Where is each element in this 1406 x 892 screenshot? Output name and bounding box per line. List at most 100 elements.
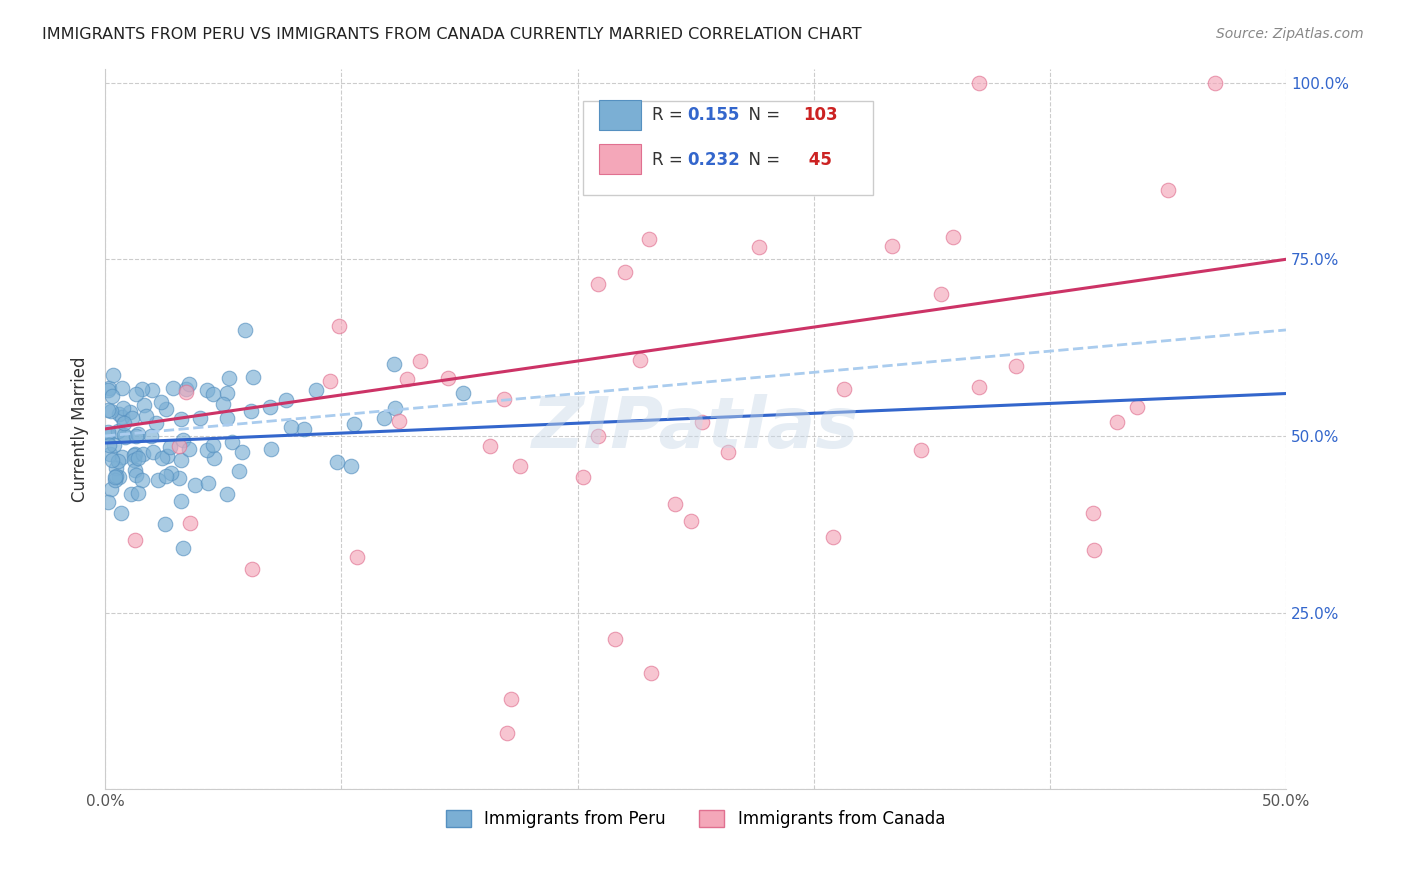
Point bbox=[111, 450, 134, 464]
Point bbox=[141, 429, 163, 443]
Point bbox=[628, 353, 651, 368]
Point bbox=[121, 411, 143, 425]
Point bbox=[125, 429, 148, 443]
Point bbox=[318, 374, 340, 388]
Point bbox=[111, 381, 134, 395]
Point bbox=[100, 389, 122, 403]
Text: 0.232: 0.232 bbox=[688, 151, 740, 169]
Y-axis label: Currently Married: Currently Married bbox=[72, 356, 89, 501]
Point bbox=[640, 666, 662, 681]
Point bbox=[172, 541, 194, 555]
Point bbox=[108, 407, 131, 421]
Point bbox=[98, 438, 121, 452]
Point bbox=[929, 287, 952, 301]
Point bbox=[217, 487, 239, 501]
Point bbox=[1004, 359, 1026, 374]
Point bbox=[588, 277, 610, 291]
FancyBboxPatch shape bbox=[599, 145, 641, 175]
Point bbox=[280, 420, 302, 434]
Point bbox=[155, 401, 177, 416]
Point bbox=[167, 439, 190, 453]
Text: IMMIGRANTS FROM PERU VS IMMIGRANTS FROM CANADA CURRENTLY MARRIED CORRELATION CHA: IMMIGRANTS FROM PERU VS IMMIGRANTS FROM … bbox=[42, 27, 862, 42]
Point bbox=[124, 533, 146, 547]
Point bbox=[437, 371, 460, 385]
Point bbox=[195, 383, 218, 397]
Point bbox=[108, 470, 131, 484]
Point bbox=[131, 473, 153, 487]
Point bbox=[274, 393, 297, 408]
Point bbox=[1126, 400, 1149, 414]
Point bbox=[174, 385, 197, 400]
Point bbox=[132, 399, 155, 413]
Point bbox=[125, 386, 148, 401]
Point bbox=[127, 450, 149, 465]
Point bbox=[150, 395, 173, 409]
Point bbox=[98, 447, 121, 461]
Point bbox=[110, 506, 132, 520]
Point bbox=[162, 381, 184, 395]
Point bbox=[638, 232, 661, 246]
Point bbox=[97, 402, 120, 417]
Point bbox=[747, 240, 769, 254]
Point bbox=[97, 494, 120, 508]
Point bbox=[1156, 183, 1178, 197]
Point bbox=[170, 412, 193, 426]
Point bbox=[259, 400, 281, 414]
Point bbox=[103, 438, 125, 452]
Text: 45: 45 bbox=[803, 151, 832, 169]
Point bbox=[197, 476, 219, 491]
Point bbox=[97, 383, 120, 397]
Point bbox=[260, 442, 283, 457]
Point bbox=[221, 434, 243, 449]
Point bbox=[501, 692, 523, 706]
Point bbox=[169, 471, 191, 485]
Point bbox=[177, 442, 200, 456]
Point bbox=[346, 550, 368, 565]
Point bbox=[114, 430, 136, 444]
Point bbox=[169, 493, 191, 508]
Point bbox=[717, 445, 740, 459]
Point bbox=[155, 469, 177, 483]
Point bbox=[111, 409, 134, 424]
Point bbox=[150, 451, 173, 466]
Point bbox=[104, 461, 127, 475]
Point bbox=[145, 416, 167, 430]
Point bbox=[118, 405, 141, 419]
Point bbox=[1204, 76, 1226, 90]
Point bbox=[146, 474, 169, 488]
Point bbox=[509, 459, 531, 474]
Point bbox=[125, 467, 148, 482]
Point bbox=[880, 239, 903, 253]
Point bbox=[479, 439, 502, 453]
Point bbox=[292, 422, 315, 436]
Point bbox=[240, 404, 263, 418]
Point bbox=[127, 486, 149, 500]
Point bbox=[910, 442, 932, 457]
Point bbox=[101, 368, 124, 383]
Point bbox=[967, 380, 990, 394]
Point bbox=[340, 458, 363, 473]
Point bbox=[233, 323, 256, 337]
FancyBboxPatch shape bbox=[583, 101, 873, 194]
Text: R =: R = bbox=[652, 151, 688, 169]
Point bbox=[112, 401, 135, 416]
Point bbox=[218, 371, 240, 385]
Point bbox=[135, 409, 157, 423]
Point bbox=[124, 463, 146, 477]
Point bbox=[190, 411, 212, 425]
Point bbox=[97, 428, 120, 442]
Point bbox=[942, 230, 965, 244]
Point bbox=[100, 453, 122, 467]
Point bbox=[382, 357, 405, 371]
Point bbox=[104, 469, 127, 483]
Point bbox=[832, 382, 855, 396]
Point bbox=[212, 397, 235, 411]
Point bbox=[409, 353, 432, 368]
Point bbox=[177, 377, 200, 392]
Point bbox=[202, 438, 225, 452]
Point bbox=[328, 318, 350, 333]
Point bbox=[195, 443, 218, 458]
Point bbox=[614, 265, 637, 279]
Point bbox=[217, 385, 239, 400]
Point bbox=[127, 426, 149, 441]
